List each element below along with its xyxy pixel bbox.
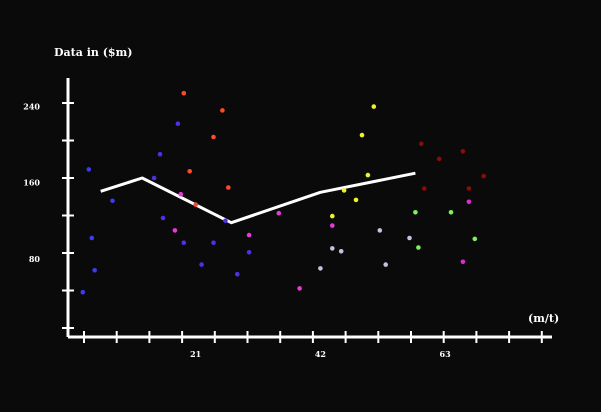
data-point bbox=[330, 246, 335, 251]
data-point bbox=[407, 235, 412, 241]
data-point bbox=[211, 240, 216, 245]
data-point bbox=[359, 132, 365, 138]
data-point bbox=[157, 151, 163, 157]
data-point bbox=[460, 149, 466, 154]
trend-line bbox=[100, 171, 416, 225]
y-axis-title: Data in ($m) bbox=[54, 46, 132, 59]
data-point bbox=[92, 268, 97, 273]
data-point bbox=[365, 172, 371, 178]
data-point bbox=[187, 169, 192, 174]
data-point bbox=[377, 228, 383, 233]
data-point bbox=[448, 210, 454, 215]
x-axis-title: (m/t) bbox=[528, 312, 559, 325]
data-point bbox=[235, 271, 240, 277]
data-point bbox=[338, 249, 344, 254]
data-point bbox=[341, 188, 347, 193]
x-tick-label: 21 bbox=[190, 349, 201, 359]
data-point bbox=[199, 262, 204, 267]
data-point bbox=[419, 141, 424, 146]
data-point bbox=[466, 186, 472, 191]
data-point bbox=[330, 213, 335, 219]
data-point bbox=[353, 197, 359, 203]
x-tick-label: 42 bbox=[315, 349, 326, 359]
data-point bbox=[181, 90, 187, 96]
data-point bbox=[175, 121, 181, 126]
y-tick-label: 80 bbox=[29, 254, 41, 264]
data-point bbox=[151, 175, 157, 181]
y-tick-label: 240 bbox=[23, 102, 40, 112]
data-point bbox=[371, 104, 377, 109]
data-point bbox=[226, 185, 231, 190]
data-point bbox=[160, 215, 166, 221]
data-point bbox=[481, 173, 487, 179]
data-point bbox=[318, 266, 323, 271]
data-point bbox=[330, 223, 335, 228]
data-point bbox=[220, 108, 225, 113]
data-point bbox=[193, 202, 198, 207]
data-point bbox=[181, 240, 187, 245]
data-point bbox=[178, 191, 184, 197]
data-point bbox=[413, 210, 418, 215]
data-point bbox=[246, 250, 252, 255]
trend-line-group bbox=[100, 171, 416, 225]
data-point bbox=[223, 218, 228, 224]
y-tick-label: 160 bbox=[23, 178, 40, 188]
data-point bbox=[246, 232, 252, 238]
data-point bbox=[466, 199, 472, 205]
data-point bbox=[383, 262, 389, 267]
data-point bbox=[297, 286, 302, 291]
data-point bbox=[110, 198, 115, 204]
data-point bbox=[89, 235, 95, 241]
data-point bbox=[416, 245, 421, 250]
data-point bbox=[86, 167, 92, 172]
data-point bbox=[211, 134, 216, 140]
data-point bbox=[472, 236, 478, 242]
data-point bbox=[436, 156, 442, 162]
axes: 21 42 63 80 160 240 bbox=[23, 78, 552, 359]
data-point bbox=[276, 210, 282, 216]
data-points-group bbox=[80, 90, 487, 295]
data-point bbox=[172, 228, 178, 233]
data-point bbox=[460, 259, 466, 265]
data-point bbox=[422, 186, 427, 191]
x-tick-label: 63 bbox=[440, 349, 452, 359]
data-point bbox=[80, 289, 86, 295]
